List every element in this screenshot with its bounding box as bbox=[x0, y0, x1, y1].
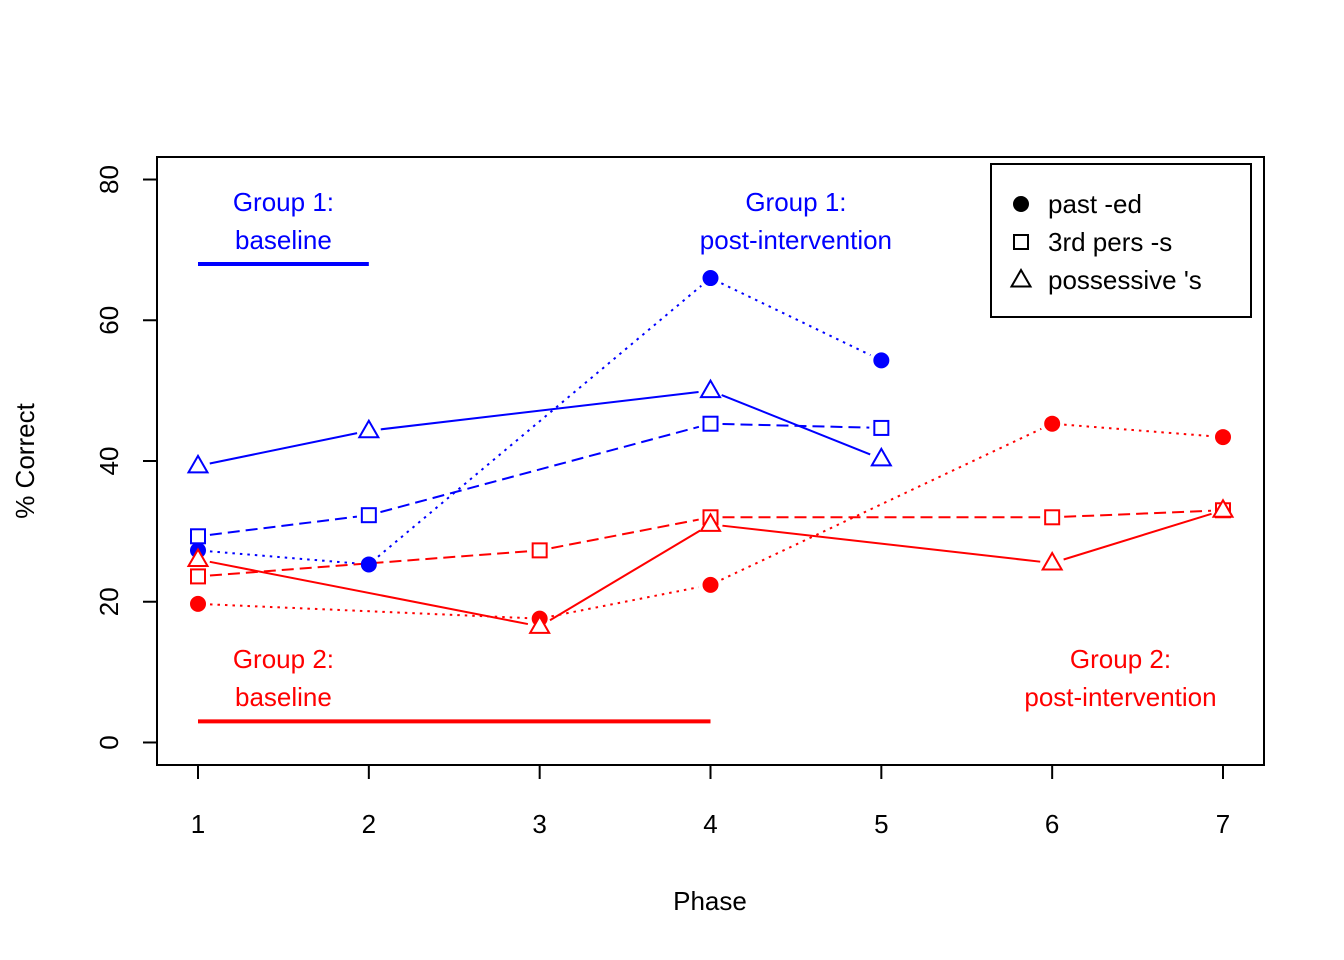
legend-marker bbox=[1013, 196, 1029, 212]
y-tick-label: 0 bbox=[94, 735, 124, 749]
legend-label: past -ed bbox=[1048, 189, 1142, 219]
series-line-segment bbox=[722, 524, 1041, 563]
x-tick-label: 3 bbox=[532, 809, 546, 839]
series-line-segment bbox=[380, 425, 700, 514]
data-point bbox=[360, 556, 377, 573]
annotation-line-2: baseline bbox=[235, 682, 332, 712]
y-tick-label: 80 bbox=[94, 165, 124, 194]
series-line-segment bbox=[720, 427, 1042, 581]
annotation-line-1: Group 1: bbox=[233, 187, 334, 217]
annotation-line-1: Group 1: bbox=[745, 187, 846, 217]
x-tick-label: 7 bbox=[1216, 809, 1230, 839]
y-axis: 0 20 40 60 80 bbox=[94, 165, 158, 750]
baselines-layer bbox=[198, 261, 711, 724]
data-point bbox=[702, 270, 719, 287]
data-point bbox=[1044, 509, 1061, 526]
data-point bbox=[190, 595, 206, 612]
data-point bbox=[190, 568, 206, 585]
data-point bbox=[1044, 415, 1061, 432]
data-point bbox=[873, 352, 890, 369]
x-tick-label: 1 bbox=[191, 809, 205, 839]
annotation-line-2: post-intervention bbox=[1024, 682, 1216, 712]
group1-baseline-annotation: Group 1: baseline bbox=[233, 187, 334, 255]
series-line-segment bbox=[377, 284, 702, 558]
data-point bbox=[186, 453, 210, 474]
data-point bbox=[1211, 498, 1235, 518]
series-line-segment bbox=[549, 529, 701, 622]
data-point bbox=[702, 415, 719, 432]
data-point bbox=[357, 418, 381, 439]
data-point bbox=[699, 512, 722, 532]
group1-post-annotation: Group 1: post-intervention bbox=[700, 187, 892, 255]
x-tick-label: 4 bbox=[703, 809, 717, 839]
legend-marker bbox=[1009, 267, 1033, 288]
group2-baseline-annotation: Group 2: baseline bbox=[233, 644, 334, 712]
data-point bbox=[186, 547, 210, 568]
x-axis: 1 2 3 4 5 6 7 bbox=[191, 764, 1230, 839]
annotation-line-2: baseline bbox=[235, 225, 332, 255]
data-point bbox=[528, 614, 551, 634]
data-point bbox=[360, 507, 377, 524]
legend-marker bbox=[1013, 234, 1029, 250]
data-point bbox=[1215, 429, 1231, 446]
x-tick-label: 2 bbox=[362, 809, 376, 839]
legend-box bbox=[990, 163, 1252, 318]
series-line-segment bbox=[721, 394, 871, 456]
x-tick-label: 5 bbox=[874, 809, 888, 839]
legend-label: 3rd pers -s bbox=[1048, 227, 1172, 257]
series-line-segment bbox=[209, 515, 358, 536]
series-line-segment bbox=[1063, 512, 1212, 561]
series-line-segment bbox=[720, 282, 871, 357]
data-point bbox=[870, 446, 893, 467]
legend-label: possessive 's bbox=[1048, 265, 1202, 295]
y-tick-label: 40 bbox=[94, 447, 124, 476]
series-line-segment bbox=[209, 560, 529, 626]
annotations-layer: Group 1: baseline Group 1: post-interventio… bbox=[233, 187, 1217, 712]
legend: past -ed 3rd pers -s possessive 's bbox=[990, 163, 1252, 318]
x-tick-label: 6 bbox=[1045, 809, 1059, 839]
data-point bbox=[702, 576, 719, 593]
y-tick-label: 60 bbox=[94, 306, 124, 335]
series-line-segment bbox=[1064, 509, 1212, 518]
series-markers-layer bbox=[186, 270, 1235, 634]
series-line-segment bbox=[551, 518, 699, 550]
y-tick-label: 20 bbox=[94, 587, 124, 616]
series-line-segment bbox=[1064, 423, 1212, 438]
series-line-segment bbox=[209, 550, 357, 565]
y-axis-title: % Correct bbox=[10, 402, 40, 518]
annotation-line-2: post-intervention bbox=[700, 225, 892, 255]
data-point bbox=[873, 419, 890, 436]
data-point bbox=[190, 528, 206, 545]
group2-post-annotation: Group 2: post-intervention bbox=[1024, 644, 1216, 712]
series-line-segment bbox=[209, 432, 358, 465]
series-line-segment bbox=[380, 391, 699, 431]
data-point bbox=[531, 542, 548, 559]
annotation-line-1: Group 2: bbox=[1070, 644, 1171, 674]
annotation-line-1: Group 2: bbox=[233, 644, 334, 674]
data-point bbox=[699, 378, 722, 399]
series-lines-layer bbox=[209, 282, 1212, 626]
x-axis-title: Phase bbox=[673, 886, 747, 916]
data-point bbox=[1040, 551, 1064, 571]
series-line-segment bbox=[209, 603, 528, 620]
series-line-segment bbox=[551, 586, 699, 618]
